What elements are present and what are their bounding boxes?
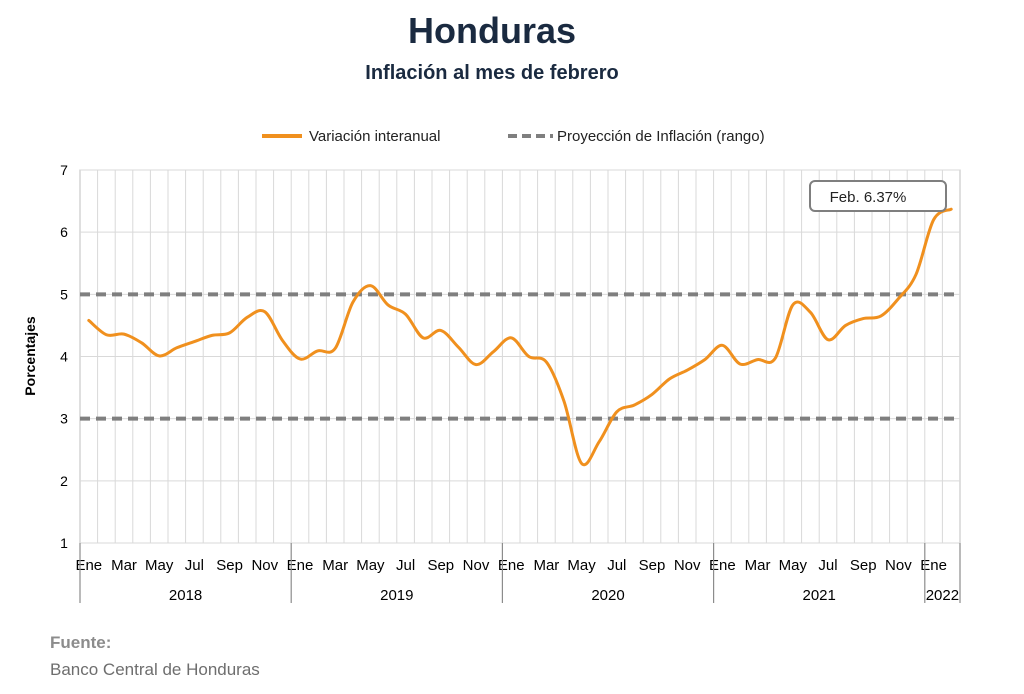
source-label: Fuente:: [50, 633, 112, 652]
y-axis-label: Porcentajes: [22, 316, 38, 396]
x-tick-label: Mar: [533, 557, 559, 574]
x-tick-label: Mar: [745, 557, 771, 574]
x-tick-label: Ene: [498, 557, 525, 574]
x-tick-label: Sep: [639, 557, 666, 574]
year-label: 2022: [926, 587, 959, 604]
y-tick-label: 6: [60, 224, 68, 240]
x-tick-label: Ene: [709, 557, 736, 574]
x-tick-label: Sep: [427, 557, 454, 574]
annotation-callout: Feb. 6.37%: [809, 180, 947, 212]
projection-band: [80, 292, 960, 421]
x-tick-label: Nov: [885, 557, 912, 574]
x-tick-label: May: [567, 557, 596, 574]
series-line-variacion-interanual: [87, 207, 953, 467]
annotation-box: [809, 180, 947, 212]
x-tick-label: May: [356, 557, 385, 574]
x-axis: Ene Mar May Jul Sep Nov Ene Mar May Jul Sep Nov Ene M…: [75, 543, 961, 604]
x-tick-label: Jul: [607, 557, 626, 574]
y-tick-label: 7: [60, 162, 68, 178]
year-label: 2021: [803, 587, 836, 604]
x-tick-label: Nov: [463, 557, 490, 574]
year-label: 2019: [380, 587, 413, 604]
y-axis-ticks: 1 2 3 4 5 6 7: [60, 162, 68, 551]
x-tick-label: Sep: [216, 557, 243, 574]
y-tick-label: 4: [60, 349, 68, 365]
y-tick-label: 1: [60, 535, 68, 551]
y-tick-label: 2: [60, 473, 68, 489]
x-tick-label: May: [779, 557, 808, 574]
x-tick-label: Jul: [396, 557, 415, 574]
x-tick-label: Mar: [111, 557, 137, 574]
grid-lines: [79, 169, 961, 544]
x-tick-label: Ene: [287, 557, 314, 574]
x-tick-label: Jul: [818, 557, 837, 574]
y-tick-label: 3: [60, 411, 68, 427]
y-tick-label: 5: [60, 286, 68, 302]
year-label: 2020: [591, 587, 624, 604]
annotation-label: Feb. 6.37%: [830, 189, 907, 206]
x-tick-label: Nov: [251, 557, 278, 574]
x-tick-label: Ene: [920, 557, 947, 574]
chart-subtitle: Inflación al mes de febrero: [365, 62, 619, 84]
legend: Variación interanual Proyección de Inflac…: [262, 128, 765, 145]
year-label: 2018: [169, 587, 202, 604]
x-tick-label: Jul: [185, 557, 204, 574]
x-tick-label: Sep: [850, 557, 877, 574]
source-text: Banco Central de Honduras: [50, 660, 260, 679]
legend-label-variacion-interanual: Variación interanual: [309, 128, 440, 145]
x-tick-label: May: [145, 557, 174, 574]
x-tick-label: Ene: [75, 557, 102, 574]
x-tick-label: Nov: [674, 557, 701, 574]
legend-label-proyeccion: Proyección de Inflación (rango): [557, 128, 765, 145]
chart-title: Honduras: [407, 10, 576, 51]
x-tick-label: Mar: [322, 557, 348, 574]
